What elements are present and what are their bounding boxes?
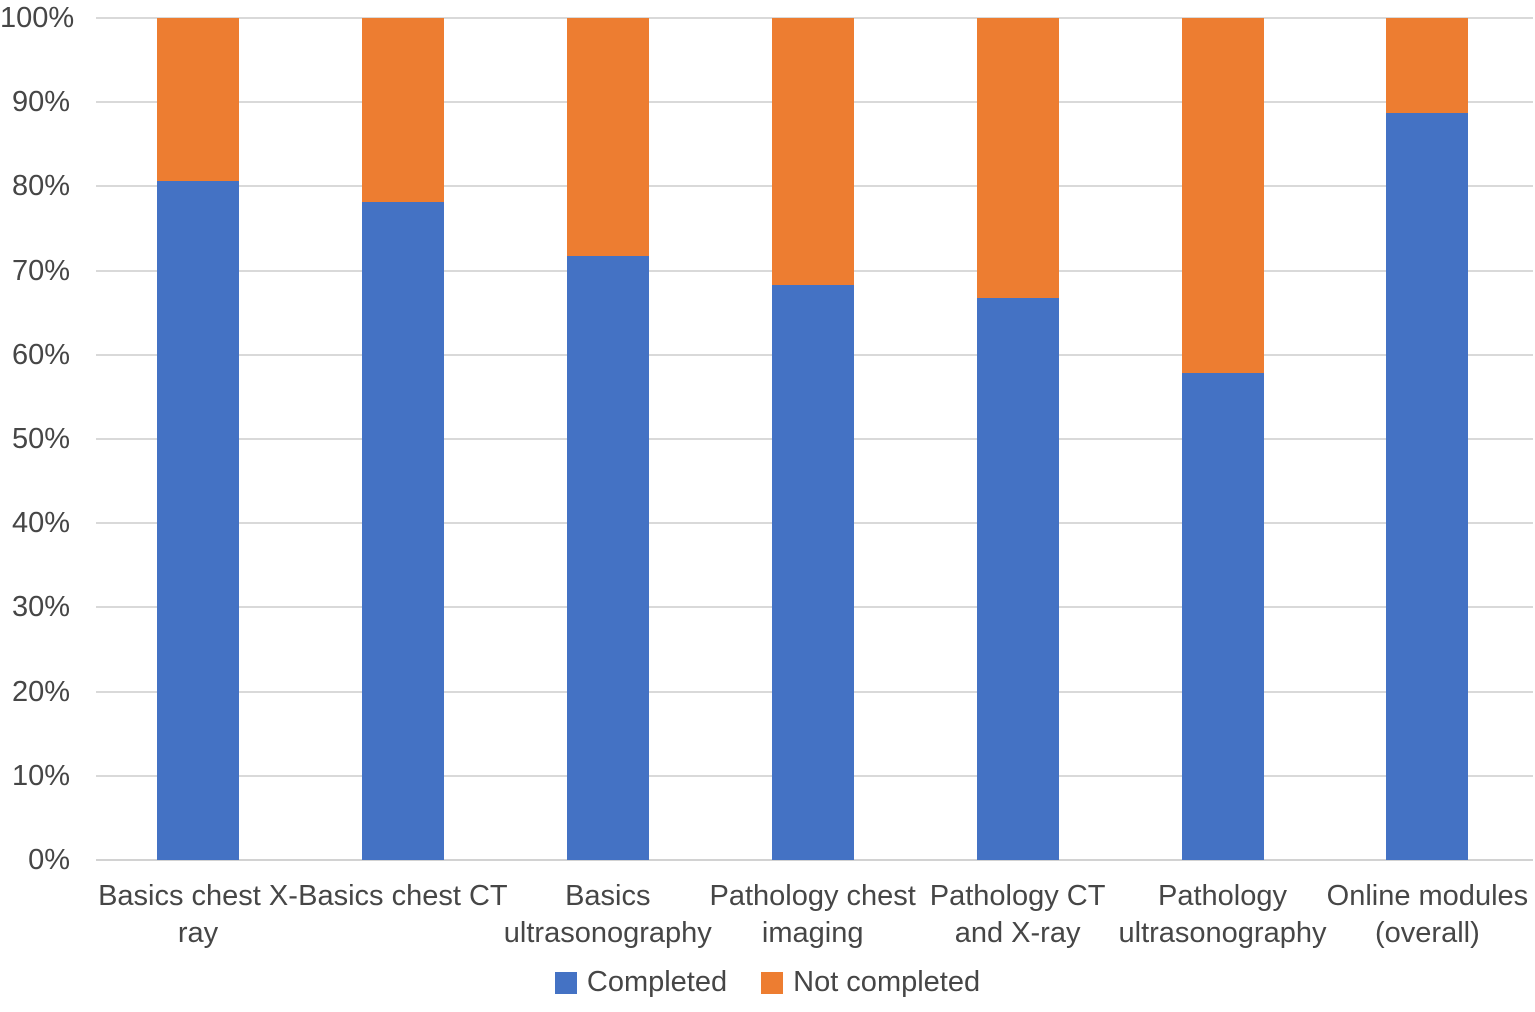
x-category-label-4: Pathology CT and X-ray: [929, 880, 1106, 949]
y-tick-label-20: 20%: [11, 675, 70, 708]
x-category-label-5: Pathology ultrasonography: [1118, 880, 1327, 949]
x-category-label-1: Basics chest CT: [298, 880, 508, 912]
bar-not-completed-6: [1386, 18, 1469, 114]
bar-not-completed-2: [566, 18, 649, 257]
bar-not-completed-0: [157, 18, 239, 182]
bar-not-completed-5: [1181, 18, 1264, 374]
legend-label-completed: Completed: [586, 966, 728, 998]
y-tick-label-90: 90%: [11, 86, 70, 119]
y-tick-label-70: 70%: [11, 254, 70, 287]
bar-completed-2: [566, 256, 649, 860]
gridline-100: [96, 17, 1533, 19]
x-category-label-3: Pathology chest imaging: [709, 880, 916, 949]
bar-completed-1: [361, 202, 444, 860]
bar-not-completed-4: [976, 18, 1059, 298]
bar-completed-6: [1386, 113, 1469, 860]
bar-completed-3: [771, 284, 854, 860]
legend-label-not-completed: Not completed: [793, 966, 981, 998]
y-tick-label-50: 50%: [11, 423, 70, 455]
bar-not-completed-1: [361, 18, 444, 203]
bar-completed-0: [157, 181, 239, 860]
legend-item-not-completed: Not completed: [761, 966, 980, 999]
legend: Completed Not completed: [0, 966, 1535, 999]
y-tick-label-0: 0%: [28, 844, 70, 876]
legend-swatch-completed-icon: [554, 971, 577, 994]
legend-item-completed: Completed: [554, 966, 728, 999]
bar-completed-4: [976, 297, 1059, 860]
bar-not-completed-3: [771, 18, 854, 285]
x-category-label-0: Basics chest X-ray: [98, 880, 298, 949]
y-tick-label-80: 80%: [11, 170, 70, 203]
plot-area: [96, 17, 1533, 861]
x-axis-line: [96, 859, 1533, 861]
y-tick-label-10: 10%: [11, 759, 70, 792]
y-axis: 0% 10% 20% 30% 40% 50% 60% 70% 80% 90% 100%: [0, 2, 74, 876]
y-tick-label-100: 100%: [0, 2, 75, 34]
legend-swatch-not-completed-icon: [761, 971, 784, 994]
y-tick-label-60: 60%: [11, 338, 70, 371]
x-category-label-6: Online modules (overall): [1326, 880, 1529, 949]
bar-completed-5: [1181, 373, 1264, 860]
x-category-label-2: Basics ultrasonography: [503, 880, 712, 949]
y-tick-label-40: 40%: [11, 507, 70, 540]
y-tick-label-30: 30%: [11, 591, 70, 624]
